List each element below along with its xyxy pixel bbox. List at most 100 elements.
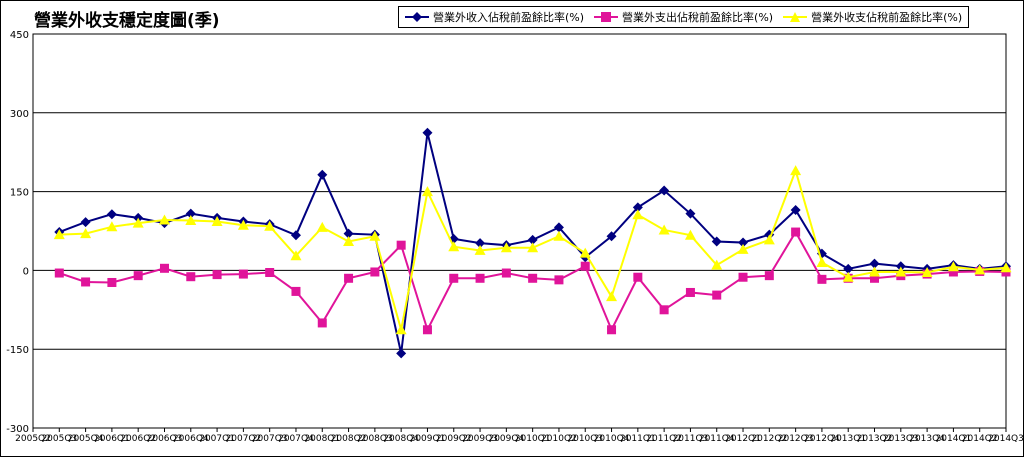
data-point-net (80, 228, 92, 239)
x-tick-label: 2008Q2 (331, 434, 367, 444)
data-point-net (579, 247, 591, 258)
x-tick-label: 2005Q3 (41, 434, 77, 444)
x-tick-label: 2006Q1 (94, 434, 130, 444)
y-tick-label: 150 (10, 188, 29, 199)
data-point-net (790, 165, 802, 176)
data-point-net (316, 221, 328, 232)
data-point-expense (712, 290, 722, 300)
data-point-net (816, 257, 828, 268)
data-point-income (632, 202, 643, 213)
x-tick-label: 2011Q4 (699, 434, 735, 444)
data-point-expense (212, 270, 222, 280)
data-point-net (395, 324, 407, 335)
data-point-expense (738, 272, 748, 282)
x-tick-label: 2012Q3 (778, 434, 814, 444)
data-point-net (632, 209, 644, 220)
data-point-net (500, 242, 512, 253)
chart-title: 營業外收支穩定度圖(季) (34, 11, 220, 31)
data-point-expense (633, 272, 643, 282)
data-point-income (290, 230, 301, 241)
data-point-expense (133, 271, 143, 281)
data-point-income (185, 208, 196, 219)
x-tick-label: 2007Q2 (226, 434, 262, 444)
x-tick-label: 2010Q3 (567, 434, 603, 444)
legend-label-income: 營業外收入佔稅前盈餘比率(%) (433, 11, 585, 24)
x-tick-label: 2013Q2 (857, 434, 893, 444)
data-point-net (921, 267, 933, 278)
y-tick-label: 450 (10, 30, 29, 41)
y-tick-label: -150 (6, 345, 29, 356)
x-tick-label: 2013Q4 (909, 434, 945, 444)
x-tick-label: 2011Q3 (673, 434, 709, 444)
data-point-net (53, 229, 65, 240)
data-point-expense (817, 274, 827, 284)
data-point-income (475, 238, 486, 249)
x-tick-label: 2011Q2 (646, 434, 682, 444)
data-point-income (343, 228, 354, 239)
x-tick-label: 2012Q2 (751, 434, 787, 444)
data-point-expense (685, 287, 695, 297)
data-point-income (396, 348, 407, 359)
data-point-net (106, 221, 118, 232)
x-tick-label: 2014Q1 (936, 434, 972, 444)
data-point-expense (317, 318, 327, 328)
x-tick-label: 2009Q2 (436, 434, 472, 444)
data-point-net (421, 186, 433, 197)
data-point-net (527, 242, 539, 253)
data-point-expense (370, 267, 380, 277)
data-point-expense (791, 227, 801, 237)
data-point-net (553, 230, 565, 241)
data-point-net (343, 236, 355, 247)
legend-swatch-expense (594, 12, 619, 22)
data-point-income (317, 169, 328, 180)
data-point-net (290, 250, 302, 261)
data-point-net (684, 229, 696, 240)
data-point-income (790, 204, 801, 215)
data-point-income (738, 237, 749, 248)
legend-item-expense: 營業外支出佔稅前盈餘比率(%) (594, 9, 773, 25)
x-tick-label: 2007Q3 (252, 434, 288, 444)
x-tick-label: 2010Q4 (594, 434, 630, 444)
data-point-expense (554, 275, 564, 285)
y-tick-label: 300 (10, 109, 29, 120)
data-point-net (448, 241, 460, 252)
x-tick-label: 2009Q3 (462, 434, 498, 444)
y-tick-label: 0 (23, 266, 29, 277)
data-point-expense (238, 269, 248, 279)
legend-label-expense: 營業外支出佔稅前盈餘比率(%) (622, 11, 774, 24)
data-point-net (132, 217, 144, 228)
x-tick-label: 2005Q4 (68, 434, 104, 444)
data-point-income (843, 263, 854, 274)
data-point-expense (344, 273, 354, 283)
data-point-expense (265, 268, 275, 278)
x-tick-label: 2009Q1 (410, 434, 446, 444)
data-point-income (106, 209, 117, 220)
data-point-expense (607, 325, 617, 335)
data-point-income (527, 234, 538, 245)
data-point-net (369, 230, 381, 241)
data-point-expense (659, 305, 669, 315)
data-point-income (606, 231, 617, 242)
x-tick-label: 2011Q1 (620, 434, 656, 444)
data-point-net (737, 243, 749, 254)
x-tick-label: 2010Q2 (541, 434, 577, 444)
data-point-net (1000, 262, 1012, 273)
data-point-income (553, 222, 564, 233)
data-point-expense (422, 325, 432, 335)
data-point-income (685, 208, 696, 219)
data-point-income (80, 217, 91, 228)
data-point-expense (475, 273, 485, 283)
data-point-expense (870, 273, 880, 283)
data-point-net (185, 214, 197, 225)
data-point-net (947, 261, 959, 272)
x-tick-label: 2006Q2 (120, 434, 156, 444)
data-point-expense (54, 268, 64, 278)
legend-swatch-income (405, 12, 429, 22)
y-tick-label: -300 (6, 424, 29, 435)
data-point-expense (159, 263, 169, 273)
legend-label-net: 營業外收支佔稅前盈餘比率(%) (811, 11, 963, 24)
data-point-income (711, 236, 722, 247)
data-point-net (763, 234, 775, 245)
